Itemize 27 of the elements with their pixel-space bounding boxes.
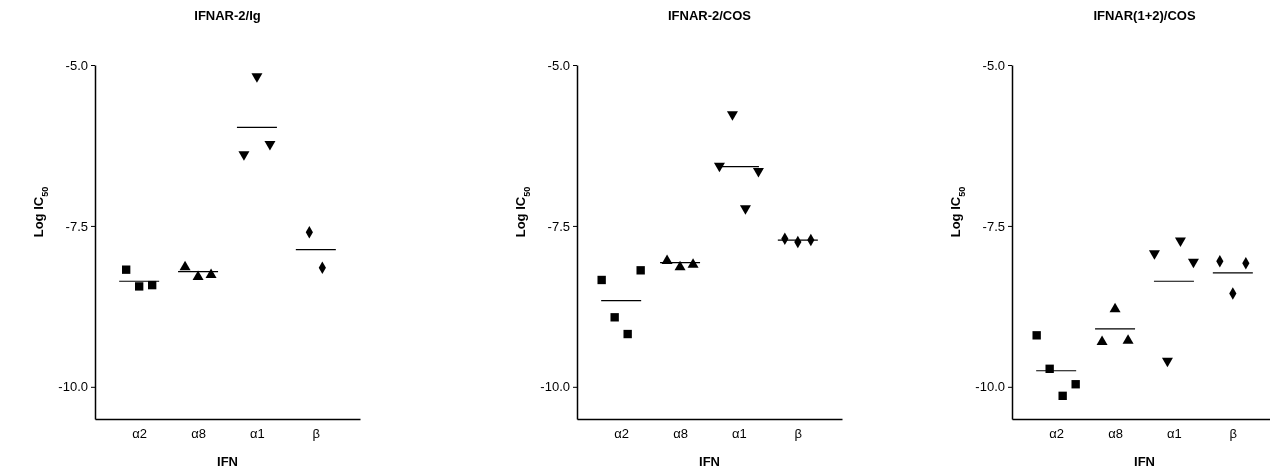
x-tick-label: α2 xyxy=(1049,425,1065,441)
x-tick-label: α1 xyxy=(250,425,265,441)
chart-title: IFNAR-2/COS xyxy=(667,8,752,23)
x-tick-label: α1 xyxy=(732,425,747,441)
y-tick-label: -10.0 xyxy=(540,379,570,395)
y-tick-label: -7.5 xyxy=(547,218,570,234)
y-tick-label: -7.5 xyxy=(982,218,1005,234)
x-tick-label: α8 xyxy=(191,425,206,441)
x-tick-label: β xyxy=(794,425,803,441)
y-tick-label: -5.0 xyxy=(982,57,1005,73)
x-axis-title: IFN xyxy=(699,454,720,468)
chart-title: IFNAR(1+2)/COS xyxy=(1093,8,1196,23)
x-tick-label: β xyxy=(312,425,321,441)
y-tick-label: -5.0 xyxy=(547,57,570,73)
y-tick-label: -7.5 xyxy=(65,218,88,234)
x-tick-label: α2 xyxy=(132,425,148,441)
x-tick-label: α2 xyxy=(614,425,630,441)
y-tick-label: -10.0 xyxy=(975,379,1005,395)
x-axis-title: IFN xyxy=(1134,454,1155,468)
x-axis-title: IFN xyxy=(217,454,238,468)
x-tick-label: α1 xyxy=(1167,425,1182,441)
x-tick-label: α8 xyxy=(673,425,688,441)
y-tick-label: -5.0 xyxy=(65,57,88,73)
x-tick-label: β xyxy=(1229,425,1238,441)
x-tick-label: α8 xyxy=(1108,425,1123,441)
chart-title: IFNAR-2/Ig xyxy=(194,8,261,23)
y-tick-label: -10.0 xyxy=(58,379,88,395)
